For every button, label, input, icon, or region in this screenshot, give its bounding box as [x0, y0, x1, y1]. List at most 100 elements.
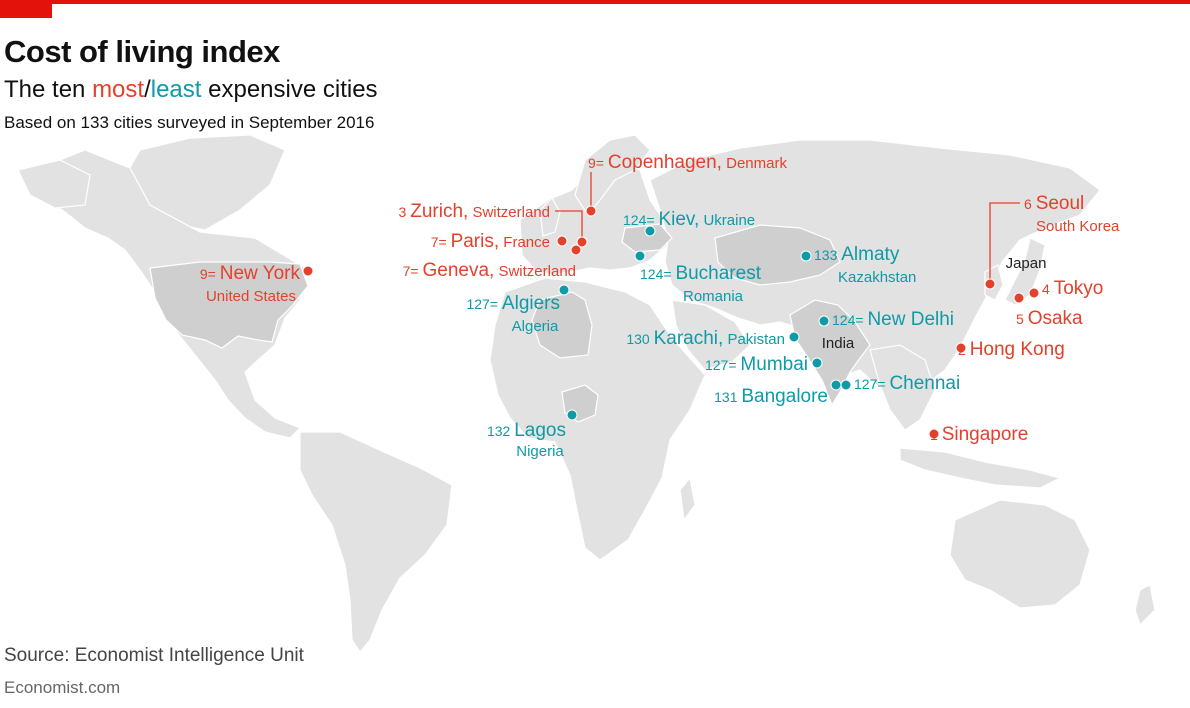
osaka-rank: 5 [1016, 311, 1028, 327]
subtitle-pre: The ten [4, 76, 93, 103]
zurich-label: 3 Zurich, Switzerland [399, 201, 550, 222]
copenhagen-country: Denmark [722, 155, 788, 172]
almaty-dot [800, 250, 812, 262]
chennai-dot [840, 379, 852, 391]
new-delhi-dot [818, 315, 830, 327]
seoul-city-name: Seoul [1036, 193, 1085, 214]
arabia [671, 299, 751, 371]
singapore-dot [928, 428, 940, 440]
karachi-dot [788, 331, 800, 343]
brand-tag [0, 0, 52, 18]
kiev-label: 124= Kiev, Ukraine [623, 209, 755, 230]
kiev-dot [644, 225, 656, 237]
credit-note: Economist.com [4, 678, 121, 697]
new-delhi-city-name: New Delhi [867, 309, 954, 330]
new-york-country: United States [206, 288, 296, 305]
algiers-city-name: Algiers [502, 293, 560, 314]
source-note: Source: Economist Intelligence Unit [4, 645, 304, 666]
paris-city-name: Paris, [451, 231, 500, 252]
copenhagen-city-name: Copenhagen, [608, 152, 722, 173]
india [789, 299, 871, 407]
kiev-country: Ukraine [699, 212, 755, 229]
zurich-country: Switzerland [468, 204, 550, 221]
mumbai-dot [811, 357, 823, 369]
lagos-dot [566, 409, 578, 421]
subtitle-most: most [92, 76, 145, 103]
zurich-dot [576, 236, 588, 248]
subtitle-post: expensive cities [201, 76, 378, 103]
africa [489, 277, 706, 561]
karachi-country: Pakistan [723, 331, 785, 348]
tokyo-city-name: Tokyo [1054, 278, 1104, 299]
bucharest-label: 124= Bucharest [640, 263, 762, 284]
chennai-label: 127= Chennai [854, 373, 960, 394]
chennai-city-name: Chennai [889, 373, 960, 394]
hong-kong-city-name: Hong Kong [970, 339, 1065, 360]
seoul-country: South Korea [1036, 218, 1120, 235]
algiers-dot [558, 284, 570, 296]
bucharest-country: Romania [683, 288, 744, 305]
paris-country: France [499, 234, 550, 251]
seoul-rank: 6 [1024, 196, 1036, 212]
bangalore-rank: 131 [714, 389, 741, 405]
south-america [299, 431, 453, 654]
paris-rank: 7= [431, 234, 451, 250]
city-dots [302, 205, 1040, 440]
alaska [17, 159, 91, 209]
singapore-city-name: Singapore [942, 424, 1029, 445]
chart-title: Cost of living index [4, 34, 280, 69]
singapore-label: 1 Singapore [930, 424, 1028, 445]
geneva-country: Switzerland [494, 263, 576, 280]
madagascar [679, 476, 696, 522]
australia [949, 499, 1091, 609]
chart-subtitle: The ten most/least expensive cities [4, 76, 378, 104]
karachi-rank: 130 [626, 331, 653, 347]
tokyo-label: 4 Tokyo [1042, 278, 1103, 299]
uk [539, 197, 561, 237]
usa [149, 261, 309, 349]
geneva-rank: 7= [403, 263, 423, 279]
lagos-country: Nigeria [516, 443, 564, 460]
new-york-rank: 9= [200, 266, 220, 282]
tokyo-dot [1028, 287, 1040, 299]
seoul-label: 6 Seoul [1024, 193, 1084, 214]
algiers-country: Algeria [512, 318, 559, 335]
hong-kong-label: 2 Hong Kong [958, 339, 1065, 360]
zurich-rank: 3 [399, 204, 411, 220]
bangalore-dot [830, 379, 842, 391]
algiers-rank: 127= [466, 296, 501, 312]
karachi-city-name: Karachi, [654, 328, 724, 349]
new-delhi-label: 124= New Delhi [832, 309, 954, 330]
bangalore-label: 131 Bangalore [714, 386, 828, 407]
geneva-city-name: Geneva, [422, 260, 494, 281]
india-country-label: India [822, 335, 855, 352]
ukraine [621, 223, 673, 253]
chart-note: Based on 133 cities surveyed in Septembe… [4, 113, 375, 132]
new-delhi-rank: 124= [832, 312, 867, 328]
almaty-rank: 133 [814, 247, 841, 263]
osaka-label: 5 Osaka [1016, 308, 1083, 329]
hong-kong-dot [955, 342, 967, 354]
mumbai-rank: 127= [705, 357, 740, 373]
lagos-city-name: Lagos [514, 420, 566, 441]
bucharest-dot [634, 250, 646, 262]
bangalore-city-name: Bangalore [741, 386, 828, 407]
se-asia [869, 344, 936, 431]
paris-dot [556, 235, 568, 247]
lagos-label: 132 Lagos [487, 420, 566, 441]
singapore-rank: 1 [930, 427, 942, 443]
subtitle-least: least [150, 76, 202, 103]
karachi-label: 130 Karachi, Pakistan [626, 328, 785, 349]
zurich-leader-line [555, 210, 583, 242]
zurich-city-name: Zurich, [410, 201, 468, 222]
land-masses [17, 134, 1156, 654]
paris-label: 7= Paris, France [431, 231, 550, 252]
tokyo-rank: 4 [1042, 281, 1054, 297]
new-york-label: 9= New York [200, 263, 301, 284]
geneva-dot [570, 244, 582, 256]
copenhagen-dot [585, 205, 597, 217]
almaty-city-name: Almaty [841, 244, 900, 265]
almaty-label: 133 Almaty [814, 244, 900, 265]
copenhagen-rank: 9= [588, 155, 608, 171]
